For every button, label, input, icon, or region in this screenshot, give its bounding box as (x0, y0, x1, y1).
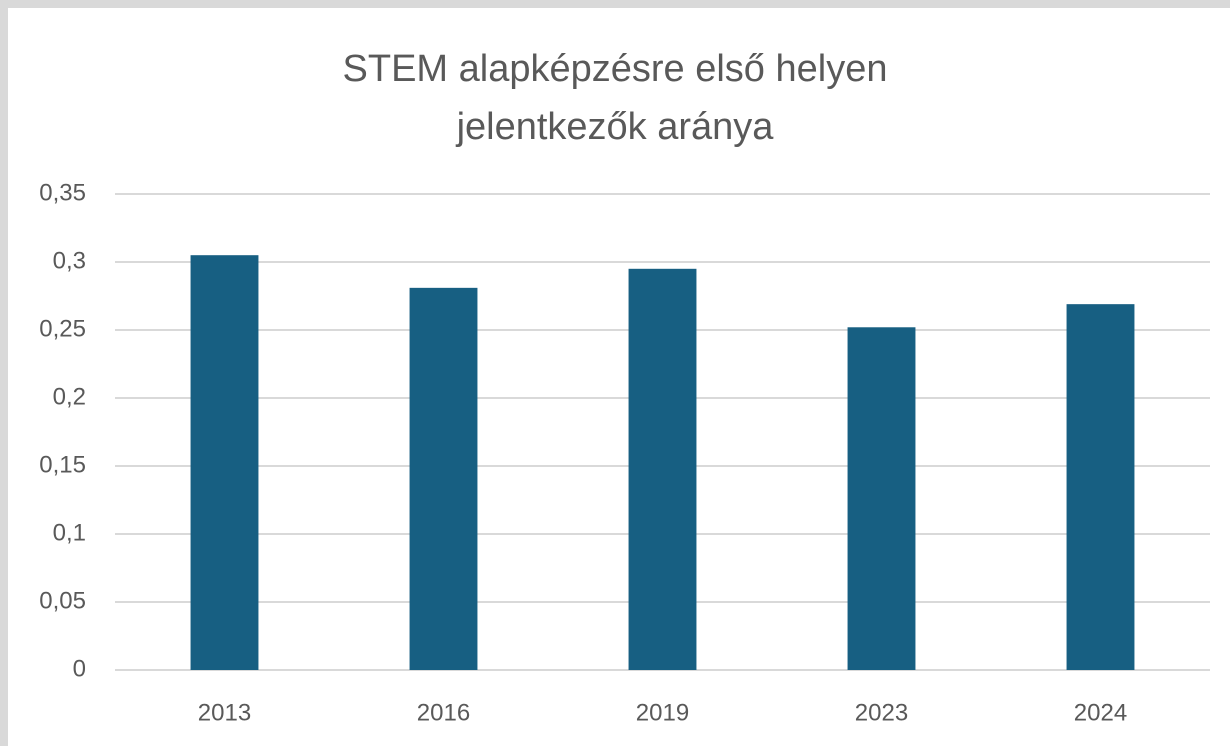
y-tick-label: 0,25 (39, 315, 86, 342)
bar (190, 255, 259, 670)
bar (847, 327, 916, 670)
y-tick-label: 0,2 (53, 383, 86, 410)
y-tick-label: 0,1 (53, 519, 86, 546)
y-tick-label: 0,35 (39, 179, 86, 206)
y-tick-label: 0,3 (53, 247, 86, 274)
y-tick-label: 0 (73, 655, 86, 682)
bar (409, 287, 478, 670)
x-tick-label: 2024 (1074, 699, 1127, 726)
x-tick-label: 2023 (855, 699, 908, 726)
y-tick-label: 0,15 (39, 451, 86, 478)
bar (1066, 304, 1135, 670)
x-tick-label: 2016 (417, 699, 470, 726)
x-tick-label: 2019 (636, 699, 689, 726)
chart-title: STEM alapképzésre első helyen jelentkező… (342, 48, 888, 148)
bar (628, 268, 697, 670)
x-tick-label: 2013 (198, 699, 251, 726)
y-tick-label: 0,05 (39, 587, 86, 614)
